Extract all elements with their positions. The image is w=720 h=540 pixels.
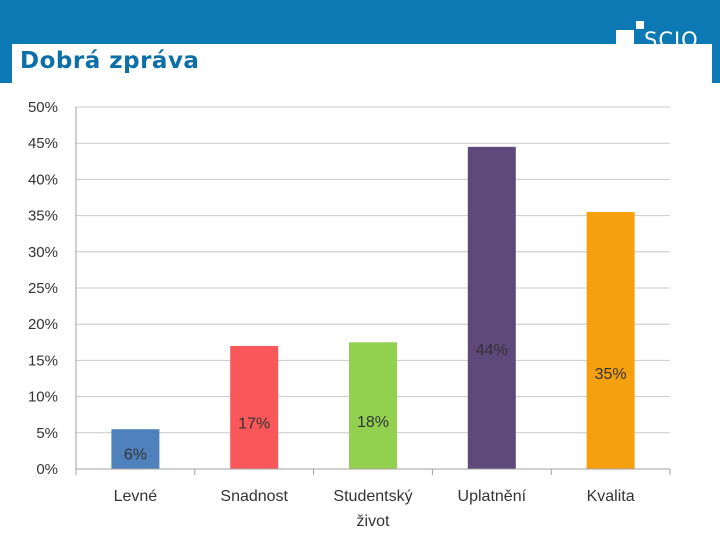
y-tick-label: 35%: [28, 208, 58, 225]
y-tick-label: 40%: [28, 171, 58, 188]
header-bar: Dobrá zpráva SCIO: [0, 0, 720, 83]
page-title: Dobrá zpráva: [20, 48, 200, 74]
data-label: 18%: [357, 414, 389, 431]
y-tick-label: 15%: [28, 352, 58, 369]
bar: [111, 429, 160, 469]
x-category-label: Studentský život: [333, 488, 412, 530]
data-labels: 6% 17% 18% 44% 35%: [124, 342, 627, 463]
y-tick-label: 20%: [28, 316, 58, 333]
bar: [586, 211, 635, 470]
bars: [111, 146, 635, 470]
scio-logo-icon: [616, 21, 644, 48]
bar: [467, 146, 516, 469]
y-tick-label: 5%: [36, 425, 58, 442]
x-category-label: Levné: [114, 488, 158, 505]
data-label: 6%: [124, 446, 147, 463]
title-box: Dobrá zpráva: [12, 44, 712, 83]
y-tick-label: 25%: [28, 280, 58, 297]
gridlines: [76, 106, 670, 470]
y-axis-ticks: 0% 5% 10% 15% 20% 25% 30% 35% 40% 45% 50%: [28, 99, 58, 478]
data-label: 44%: [476, 342, 508, 359]
y-tick-label: 10%: [28, 389, 58, 406]
x-category-label: Snadnost: [220, 488, 288, 505]
x-category-label: Kvalita: [587, 488, 635, 505]
scio-logo: SCIO: [614, 19, 714, 51]
bar-chart: 0% 5% 10% 15% 20% 25% 30% 35% 40% 45% 50% 6% 17% 18%…: [28, 99, 671, 530]
x-category-label: Uplatnění: [458, 488, 527, 505]
data-label: 35%: [595, 366, 627, 383]
x-axis: Levné Snadnost Studentský život Uplatnění Kva…: [75, 107, 671, 530]
y-tick-label: 30%: [28, 244, 58, 261]
scio-logo-text: SCIO: [644, 28, 699, 52]
bar: [349, 342, 397, 469]
y-tick-label: 0%: [36, 461, 58, 478]
y-tick-label: 50%: [28, 99, 58, 116]
data-label: 17%: [238, 415, 270, 432]
y-tick-label: 45%: [28, 135, 58, 152]
bar: [230, 345, 279, 469]
